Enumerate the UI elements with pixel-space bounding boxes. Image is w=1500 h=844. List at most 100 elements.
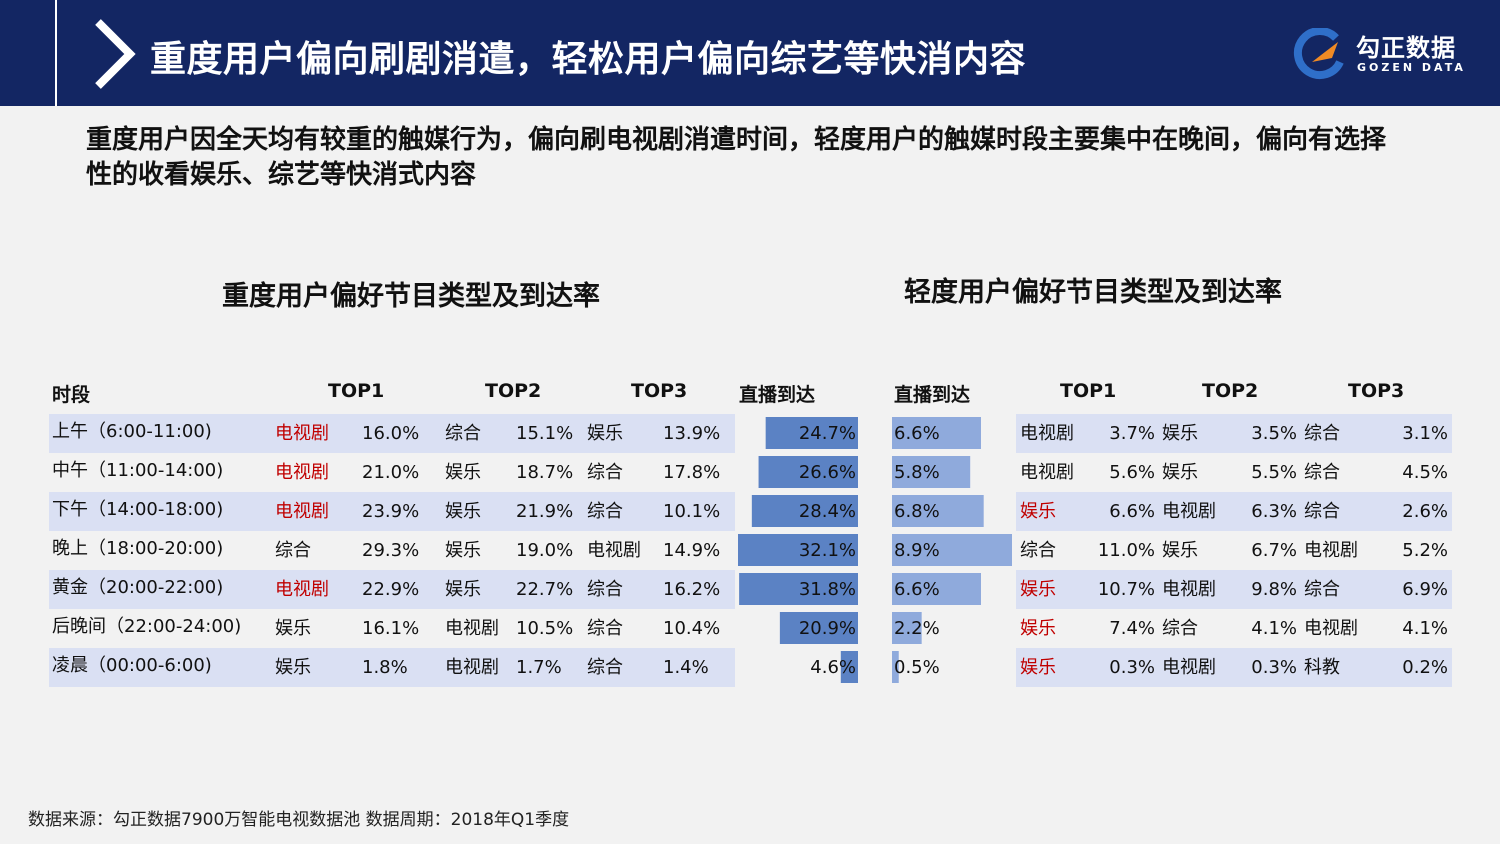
heavy-reach-label: 32.1% [798, 540, 856, 561]
light-reach-bar [892, 417, 981, 449]
heavy-top2-value: 21.9% [516, 501, 574, 522]
light-row-stripe [1016, 648, 1452, 687]
light-top1-category: 娱乐 [1020, 501, 1056, 522]
data-source-note: 数据来源：勾正数据7900万智能电视数据池 数据周期：2018年Q1季度 [28, 810, 570, 830]
col-header-light-top3: TOP3 [1348, 380, 1405, 402]
light-top3-category: 综合 [1304, 579, 1340, 600]
light-reach-bar [892, 495, 984, 527]
heavy-top2-category: 电视剧 [445, 657, 499, 678]
period-label: 上午（6:00-11:00) [52, 421, 212, 442]
period-label: 下午（14:00-18:00) [52, 499, 224, 520]
light-users-title: 轻度用户偏好节目类型及到达率 [904, 277, 1282, 308]
light-top2-value: 6.3% [1251, 501, 1297, 522]
heavy-top2-category: 综合 [445, 423, 481, 444]
heavy-top3-category: 综合 [587, 501, 623, 522]
heavy-reach-bar [765, 417, 858, 449]
light-top2-category: 综合 [1162, 618, 1198, 639]
heavy-top2-category: 娱乐 [445, 579, 481, 600]
light-top2-category: 娱乐 [1162, 462, 1198, 483]
heavy-reach-bar [751, 495, 858, 527]
light-top1-value: 6.6% [1109, 501, 1155, 522]
light-top3-value: 2.6% [1402, 501, 1448, 522]
light-top1-category: 电视剧 [1020, 423, 1074, 444]
heavy-top3-category: 综合 [587, 618, 623, 639]
logo-text-en: GOZEN DATA [1357, 61, 1466, 74]
heavy-top3-value: 13.9% [663, 423, 721, 444]
light-top3-category: 电视剧 [1304, 540, 1358, 561]
light-row-stripe [1016, 492, 1452, 531]
light-top3-category: 综合 [1304, 423, 1340, 444]
light-top1-value: 7.4% [1109, 618, 1155, 639]
light-top1-value: 0.3% [1109, 657, 1155, 678]
heavy-top1-category: 娱乐 [275, 618, 311, 639]
heavy-top3-category: 电视剧 [587, 540, 641, 561]
heavy-top1-category: 综合 [275, 540, 311, 561]
heavy-top3-category: 综合 [587, 462, 623, 483]
light-reach-label: 8.9% [894, 540, 940, 561]
light-reach-label: 5.8% [894, 462, 940, 483]
light-top3-category: 综合 [1304, 462, 1340, 483]
heavy-top3-value: 10.1% [663, 501, 721, 522]
heavy-top1-value: 16.1% [362, 618, 420, 639]
light-top1-value: 11.0% [1097, 540, 1155, 561]
heavy-top1-category: 电视剧 [275, 423, 329, 444]
heavy-reach-bar [840, 651, 858, 683]
heavy-row-stripe [49, 570, 735, 609]
heavy-reach-bar [758, 456, 858, 488]
heavy-reach-label: 31.8% [798, 579, 856, 600]
light-reach-label: 6.8% [894, 501, 940, 522]
heavy-reach-label: 24.7% [798, 423, 856, 444]
heavy-reach-bar [779, 612, 858, 644]
summary-text: 重度用户因全天均有较重的触媒行为，偏向刷电视剧消遣时间，轻度用户的触媒时段主要集… [86, 125, 1387, 190]
light-top2-value: 4.1% [1251, 618, 1297, 639]
heavy-reach-bar [739, 573, 858, 605]
heavy-top1-category: 电视剧 [275, 579, 329, 600]
heavy-top3-category: 综合 [587, 657, 623, 678]
light-reach-bar [892, 651, 899, 683]
col-header-heavy-top2: TOP2 [485, 380, 542, 402]
light-top1-category: 娱乐 [1020, 579, 1056, 600]
heavy-top2-value: 10.5% [516, 618, 574, 639]
heavy-top1-value: 16.0% [362, 423, 420, 444]
heavy-top2-value: 15.1% [516, 423, 574, 444]
heavy-top3-value: 16.2% [663, 579, 721, 600]
heavy-top2-value: 1.7% [516, 657, 562, 678]
logo-mark-icon [1293, 28, 1344, 79]
light-top1-category: 综合 [1020, 540, 1056, 561]
heavy-top2-category: 娱乐 [445, 462, 481, 483]
light-top2-category: 电视剧 [1162, 579, 1216, 600]
light-reach-bar [892, 534, 1012, 566]
header-divider [55, 0, 57, 106]
heavy-top3-value: 1.4% [663, 657, 709, 678]
heavy-reach-label: 20.9% [798, 618, 856, 639]
heavy-top3-category: 娱乐 [587, 423, 623, 444]
heavy-reach-label: 4.6% [810, 657, 856, 678]
heavy-top1-value: 23.9% [362, 501, 420, 522]
light-reach-label: 6.6% [894, 423, 940, 444]
heavy-top1-value: 22.9% [362, 579, 420, 600]
light-top3-value: 3.1% [1402, 423, 1448, 444]
light-top3-value: 5.2% [1402, 540, 1448, 561]
heavy-top2-value: 19.0% [516, 540, 574, 561]
light-top1-category: 电视剧 [1020, 462, 1074, 483]
heavy-row-stripe [49, 414, 735, 453]
light-top2-value: 9.8% [1251, 579, 1297, 600]
light-top3-category: 科教 [1304, 657, 1340, 678]
light-reach-label: 6.6% [894, 579, 940, 600]
light-top1-value: 5.6% [1109, 462, 1155, 483]
col-header-light-top2: TOP2 [1202, 380, 1259, 402]
light-top2-value: 0.3% [1251, 657, 1297, 678]
heavy-top3-value: 17.8% [663, 462, 721, 483]
period-label: 中午（11:00-14:00) [52, 460, 224, 481]
light-top1-category: 娱乐 [1020, 657, 1056, 678]
period-label: 后晚间（22:00-24:00) [52, 616, 242, 637]
col-header-heavy-top1: TOP1 [328, 380, 385, 402]
light-top3-value: 0.2% [1402, 657, 1448, 678]
light-top3-value: 4.5% [1402, 462, 1448, 483]
light-top3-value: 6.9% [1402, 579, 1448, 600]
heavy-top1-value: 21.0% [362, 462, 420, 483]
col-header-light-top1: TOP1 [1060, 380, 1117, 402]
heavy-users-title: 重度用户偏好节目类型及到达率 [222, 281, 600, 312]
